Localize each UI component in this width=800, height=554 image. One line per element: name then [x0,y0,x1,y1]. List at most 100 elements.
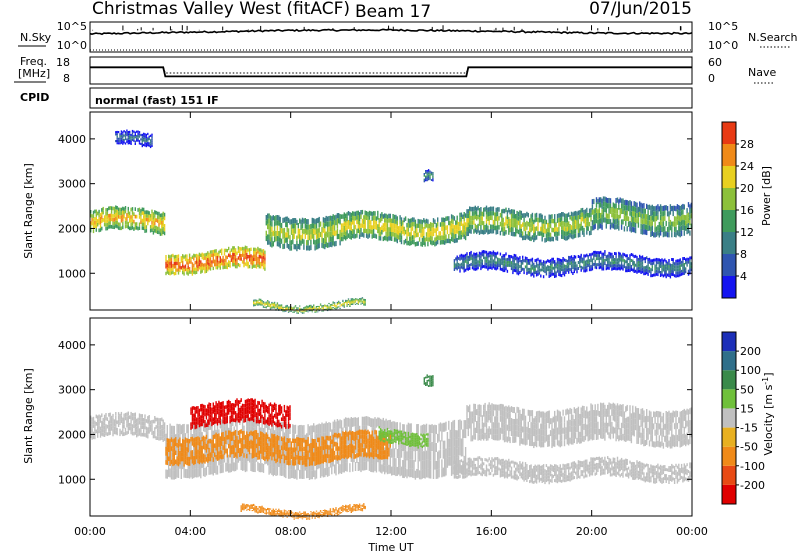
power-cell [145,217,148,222]
power-cell [325,236,327,242]
power-cell [243,260,245,264]
velocity-cell [255,452,258,462]
power-cell [184,254,187,258]
power-cell [529,261,531,265]
velocity-cell [418,470,421,480]
power-cell [133,135,135,138]
power-cell [556,263,559,267]
power-cell [643,269,645,273]
power-cell [460,230,463,235]
power-cell [473,206,475,212]
power-cell [495,207,497,213]
power-cell [134,207,136,211]
power-cell [640,268,642,272]
power-cell [426,175,428,178]
power-cell [343,234,345,240]
power-cell [131,138,134,142]
power-cell [276,303,279,305]
power-cell [432,179,434,182]
power-cell [318,216,320,223]
power-cell [634,228,637,234]
power-cell [668,216,670,222]
power-cell [689,230,691,236]
power-cell [541,228,543,233]
power-cell [641,255,644,259]
power-cell [378,236,380,241]
power-cell [393,232,396,238]
power-cell [612,223,614,229]
power-cell [393,214,396,220]
power-cell [204,256,206,260]
velocity-cell [420,443,422,453]
velocity-cell [97,419,99,423]
power-cell [595,257,598,261]
velocity-cell [250,453,252,462]
power-cell [473,255,475,259]
power-cell [161,217,163,221]
power-cell [535,264,538,268]
power-cell [149,228,152,233]
power-cell [668,227,670,233]
power-cell [318,222,320,228]
velocity-cell [398,447,400,457]
velocity-cell [141,432,143,437]
power-cell [516,268,518,272]
velocity-cell [186,442,188,452]
power-cell [460,265,463,269]
power-cell [292,239,294,245]
power-cell [618,214,620,221]
power-cell [587,255,589,258]
velocity-cell [467,418,469,425]
power-cell [358,220,361,226]
power-cell [611,264,613,268]
power-cell [180,259,182,263]
power-cell [554,263,556,267]
power-cell [254,257,256,262]
power-cell [421,219,424,225]
power-cell [598,213,600,219]
power-cell [476,216,478,221]
power-cell [626,254,628,258]
power-cell [262,302,265,304]
velocity-cell [392,439,394,449]
power-cell [678,262,680,266]
power-cell [467,218,469,223]
power-cell [611,267,613,271]
power-cell [512,265,514,269]
velocity-cell [165,433,167,443]
power-cell [163,224,166,228]
power-cell [476,258,478,262]
power-cell [568,221,570,226]
power-cell [513,268,515,272]
power-cell [604,253,606,256]
power-cell [519,259,521,263]
power-cell [581,216,584,222]
power-cell [116,137,118,140]
power-cell [393,228,396,233]
power-cell [127,140,129,143]
power-cell [115,212,117,217]
power-cell [526,260,528,263]
power-cell [267,300,269,302]
power-cell [683,204,685,210]
power-cell [556,269,559,273]
power-cell [587,213,589,218]
power-cell [586,230,588,235]
velocity-cell [321,467,323,477]
power-cell [601,209,603,215]
power-cell [630,206,633,212]
velocity-cell [425,468,428,478]
power-cell [466,267,468,271]
power-cell [661,258,663,262]
power-cell [619,264,621,268]
velocity-cell [332,457,334,467]
power-cell [333,225,336,231]
power-cell [531,221,534,227]
velocity-cell [176,423,178,433]
power-cell [425,179,427,182]
power-cell [144,144,146,147]
power-cell [612,264,614,268]
velocity-cell [430,424,432,434]
power-cell [292,233,294,240]
power-cell [370,220,372,225]
